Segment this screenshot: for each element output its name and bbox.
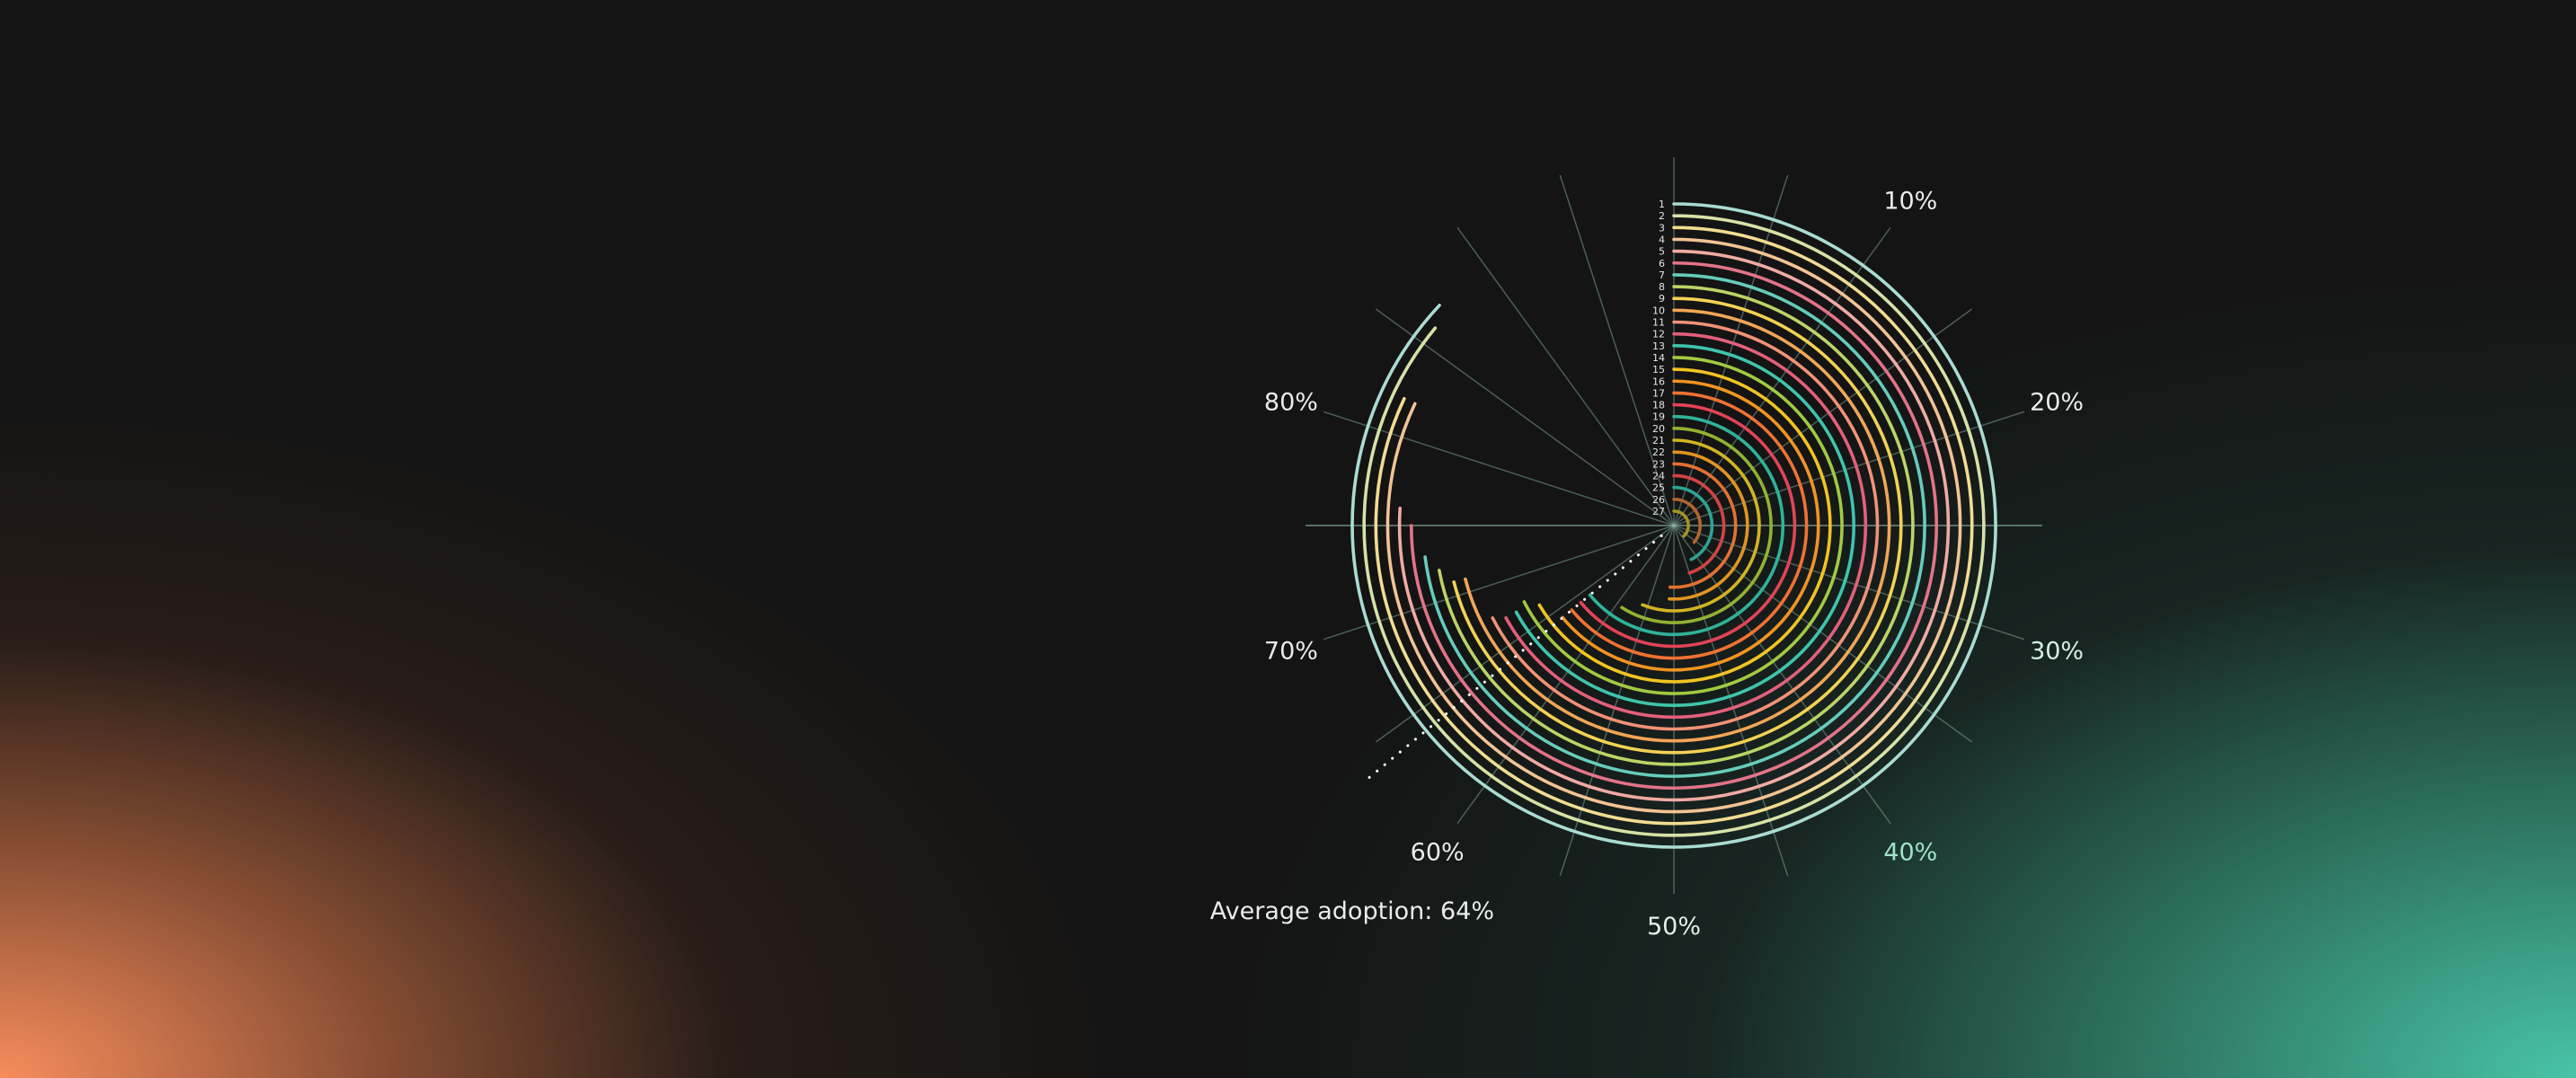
ring-arc-18: [1579, 402, 1797, 649]
ring-arc-20: [1620, 427, 1773, 624]
tick-label-60: 60%: [1411, 838, 1465, 866]
ring-arc-2: [1362, 214, 1986, 837]
ring-label-14: 14: [1652, 352, 1665, 364]
spoke-55: [1559, 525, 1675, 877]
ring-arc-17: [1570, 391, 1809, 660]
ring-label-26: 26: [1652, 494, 1665, 506]
ring-label-1: 1: [1659, 199, 1665, 210]
tick-label-40: 40%: [1883, 838, 1937, 866]
ring-arc-26: [1672, 497, 1702, 544]
spoke-90: [1456, 226, 1675, 526]
ring-label-8: 8: [1659, 281, 1665, 293]
ring-label-23: 23: [1652, 458, 1665, 470]
ring-label-2: 2: [1659, 210, 1665, 222]
tick-label-10: 10%: [1883, 188, 1937, 216]
ring-label-20: 20: [1652, 423, 1665, 435]
ring-label-27: 27: [1652, 506, 1665, 517]
ring-label-12: 12: [1652, 329, 1665, 340]
ring-arc-1: [1350, 202, 1997, 849]
percent-tick-labels: 10% 20% 30% 40% 50% 60% 70% 80%: [1264, 188, 2084, 941]
ring-arc-10: [1464, 308, 1891, 743]
spoke-70: [1323, 525, 1675, 641]
ring-label-5: 5: [1659, 246, 1665, 258]
ring-arc-24: [1672, 473, 1726, 575]
ring-label-10: 10: [1652, 305, 1665, 316]
ring-arc-23: [1668, 462, 1738, 589]
ring-arc-25: [1672, 485, 1714, 561]
ring-arc-14: [1522, 356, 1844, 695]
spokes: [1306, 157, 2042, 894]
ring-arc-15: [1537, 367, 1832, 684]
ring-arc-13: [1514, 344, 1855, 707]
ring-arc-16: [1561, 379, 1820, 672]
ring-arcs: [1350, 202, 1997, 849]
spoke-80: [1323, 411, 1675, 526]
ring-arc-21: [1641, 438, 1761, 613]
ring-arc-7: [1423, 273, 1926, 778]
ring-arc-4: [1385, 237, 1962, 814]
spoke-85: [1375, 308, 1675, 526]
spoke-65: [1375, 525, 1675, 743]
ring-label-19: 19: [1652, 411, 1665, 423]
ring-arc-27: [1672, 509, 1690, 538]
ring-label-24: 24: [1652, 470, 1665, 482]
ring-arc-5: [1397, 249, 1951, 802]
ring-label-11: 11: [1652, 317, 1665, 329]
ring-arc-3: [1374, 225, 1974, 826]
ring-label-16: 16: [1652, 376, 1665, 387]
ring-arc-9: [1452, 296, 1903, 755]
ring-label-7: 7: [1659, 270, 1665, 281]
tick-label-70: 70%: [1264, 637, 1318, 665]
tick-label-80: 80%: [1264, 389, 1318, 417]
ring-label-25: 25: [1652, 482, 1665, 494]
tick-label-50: 50%: [1647, 913, 1701, 941]
ring-arc-11: [1491, 320, 1880, 731]
ring-label-3: 3: [1659, 222, 1665, 234]
ring-label-6: 6: [1659, 258, 1665, 270]
average-label: Average adoption: 64%: [1210, 897, 1494, 925]
ring-label-22: 22: [1652, 446, 1665, 458]
ring-label-13: 13: [1652, 340, 1665, 352]
tick-label-20: 20%: [2030, 389, 2084, 417]
ring-arc-19: [1588, 414, 1785, 637]
ring-label-4: 4: [1659, 234, 1665, 245]
ring-label-18: 18: [1652, 400, 1665, 411]
spoke-95: [1559, 174, 1675, 526]
ring-label-17: 17: [1652, 387, 1665, 399]
ring-label-15: 15: [1652, 364, 1665, 376]
spoke-60: [1456, 525, 1675, 825]
tick-label-30: 30%: [2030, 637, 2084, 665]
ring-label-9: 9: [1659, 293, 1665, 305]
ring-arc-6: [1409, 261, 1939, 791]
ring-label-21: 21: [1652, 435, 1665, 446]
ring-labels: 1234567891011121314151617181920212223242…: [1652, 199, 1665, 517]
ring-arc-12: [1504, 331, 1868, 720]
average-line: [1368, 534, 1663, 779]
ring-arc-8: [1437, 285, 1915, 766]
ring-arc-22: [1668, 450, 1749, 601]
